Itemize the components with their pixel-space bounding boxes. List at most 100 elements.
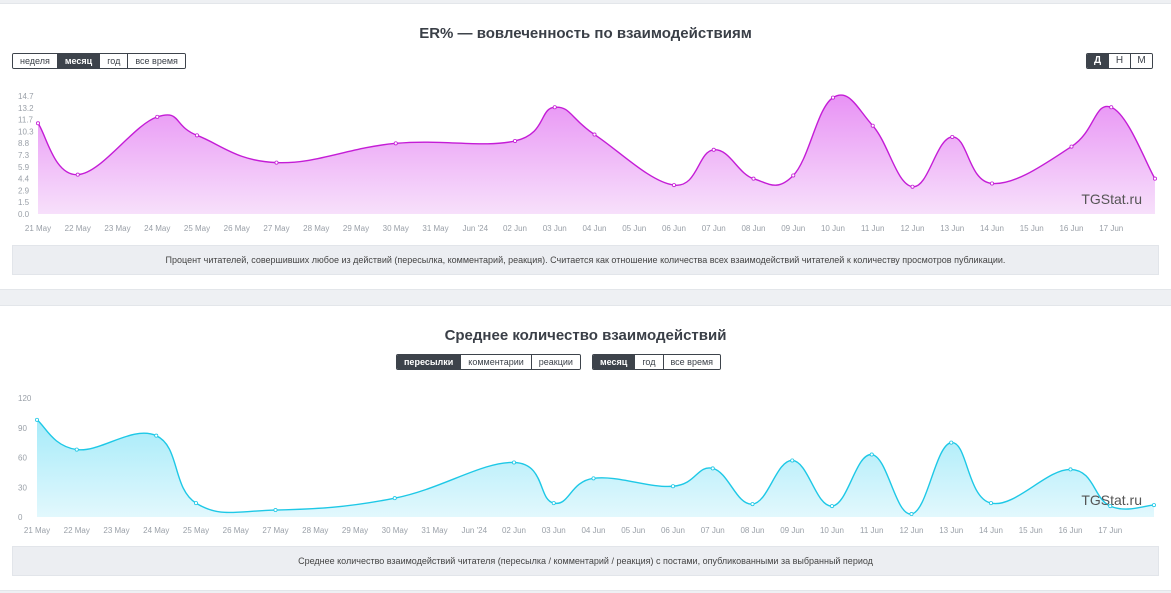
interactions-y-tick-label: 0 [18, 513, 23, 522]
interactions-range-year-button[interactable]: год [634, 355, 663, 369]
er-data-point[interactable] [75, 172, 80, 177]
er-data-point[interactable] [393, 141, 398, 146]
interactions-x-tick-label: 12 Jun [899, 526, 923, 535]
interactions-x-tick-label: 05 Jun [621, 526, 645, 535]
interactions-data-point[interactable] [869, 452, 874, 457]
interactions-type-selector: пересылки комментарии реакции [396, 354, 581, 370]
er-y-tick-label: 5.9 [18, 163, 30, 172]
er-x-tick-label: 23 May [104, 224, 130, 233]
er-range-week-button[interactable]: неделя [13, 54, 57, 68]
interactions-data-point[interactable] [512, 460, 517, 465]
er-y-tick-label: 4.4 [18, 175, 30, 184]
interactions-x-tick-label: 10 Jun [820, 526, 844, 535]
er-y-tick-label: 2.9 [18, 186, 30, 195]
interactions-y-tick-label: 30 [18, 483, 27, 492]
er-data-point[interactable] [155, 114, 160, 119]
interactions-x-tick-label: 29 May [342, 526, 368, 535]
interactions-data-point[interactable] [909, 512, 914, 517]
er-x-tick-label: 09 Jun [781, 224, 805, 233]
er-data-point[interactable] [990, 181, 995, 186]
er-x-tick-label: 21 May [25, 224, 51, 233]
interactions-data-point[interactable] [790, 458, 795, 463]
er-granularity-month-button[interactable]: М [1130, 54, 1152, 68]
interactions-data-point[interactable] [949, 440, 954, 445]
interactions-data-point[interactable] [1151, 503, 1156, 508]
er-x-tick-label: 22 May [65, 224, 91, 233]
er-data-point[interactable] [592, 132, 597, 137]
er-data-point[interactable] [870, 123, 875, 128]
er-chart-title: ER% — вовлеченность по взаимодействиям [419, 25, 752, 42]
interactions-x-tick-label: 31 May [421, 526, 447, 535]
er-data-point[interactable] [711, 147, 716, 152]
interactions-x-tick-label: 06 Jun [661, 526, 685, 535]
interactions-x-tick-label: 17 Jun [1098, 526, 1122, 535]
er-data-point[interactable] [950, 134, 955, 139]
interactions-data-point[interactable] [830, 504, 835, 509]
er-range-all-time-button[interactable]: все время [127, 54, 185, 68]
interactions-chart: 0 30 60 90 120 21 May 22 May 23 May 24 May 25 May… [18, 394, 1156, 535]
er-x-tick-label: 26 May [224, 224, 250, 233]
er-y-tick-label: 1.5 [18, 198, 30, 207]
interactions-x-tick-label: 21 May [24, 526, 50, 535]
er-y-tick-label: 13.2 [18, 104, 34, 113]
interactions-data-point[interactable] [750, 502, 755, 507]
interactions-data-point[interactable] [74, 447, 79, 452]
er-range-year-button[interactable]: год [99, 54, 128, 68]
interactions-data-point[interactable] [710, 466, 715, 471]
er-data-point[interactable] [672, 183, 677, 188]
interactions-x-tick-label: 15 Jun [1019, 526, 1043, 535]
interactions-data-point[interactable] [591, 476, 596, 481]
er-data-point[interactable] [36, 121, 41, 126]
er-data-point[interactable] [831, 95, 836, 100]
interactions-type-comments-button[interactable]: комментарии [460, 355, 531, 369]
er-range-month-button[interactable]: месяц [56, 54, 100, 68]
interactions-data-point[interactable] [1068, 467, 1073, 472]
er-data-point[interactable] [552, 105, 557, 110]
er-granularity-week-button[interactable]: Н [1108, 54, 1130, 68]
interactions-x-tick-label: 08 Jun [740, 526, 764, 535]
interactions-range-all-time-button[interactable]: все время [662, 355, 721, 369]
interactions-x-tick-label: 03 Jun [542, 526, 566, 535]
interactions-range-selector: месяц год все время [592, 354, 722, 370]
er-x-tick-label: 08 Jun [741, 224, 765, 233]
interactions-data-point[interactable] [154, 433, 159, 438]
er-data-point[interactable] [751, 176, 756, 181]
interactions-type-forwards-button[interactable]: пересылки [397, 355, 461, 369]
interactions-type-reactions-button[interactable]: реакции [530, 355, 580, 369]
interactions-data-point[interactable] [1108, 504, 1113, 509]
er-series-line [37, 94, 1156, 188]
interactions-data-point[interactable] [671, 484, 676, 489]
interactions-data-point[interactable] [989, 501, 994, 506]
interactions-data-point[interactable] [193, 501, 198, 506]
interactions-data-point[interactable] [392, 496, 397, 501]
er-x-tick-label: 30 May [383, 224, 409, 233]
er-watermark: TGStat.ru [1081, 191, 1142, 207]
interactions-x-tick-label: 25 May [183, 526, 209, 535]
er-chart: 0.0 1.5 2.9 4.4 5.9 7.3 8.8 10.3 11.7 13.2 14.7 21 … [18, 92, 1157, 233]
interactions-data-point[interactable] [551, 501, 556, 506]
er-data-point[interactable] [194, 133, 199, 138]
er-area-fill [38, 94, 1155, 214]
er-data-point[interactable] [910, 184, 915, 189]
er-data-point[interactable] [1069, 144, 1074, 149]
er-data-point[interactable] [513, 138, 518, 143]
er-y-tick-label: 8.8 [18, 139, 30, 148]
er-data-point[interactable] [791, 173, 796, 178]
interactions-data-point[interactable] [273, 508, 278, 513]
interactions-x-tick-label: 13 Jun [939, 526, 963, 535]
interactions-area-fill [37, 419, 1154, 517]
er-data-point[interactable] [1152, 176, 1157, 181]
er-granularity-day-button[interactable]: Д [1087, 54, 1108, 68]
interactions-x-tick-label: 14 Jun [979, 526, 1003, 535]
er-x-tick-label: 25 May [184, 224, 210, 233]
er-x-tick-label: 29 May [343, 224, 369, 233]
interactions-data-point[interactable] [35, 417, 40, 422]
interactions-range-month-button[interactable]: месяц [593, 355, 635, 369]
er-x-tick-label: Jun '24 [462, 224, 488, 233]
er-data-point[interactable] [1109, 105, 1114, 110]
er-granularity-selector: Д Н М [1086, 53, 1153, 69]
er-data-point[interactable] [274, 160, 279, 165]
interactions-x-tick-label: 28 May [302, 526, 328, 535]
interactions-x-tick-label: 22 May [64, 526, 90, 535]
er-x-tick-label: 17 Jun [1099, 224, 1123, 233]
